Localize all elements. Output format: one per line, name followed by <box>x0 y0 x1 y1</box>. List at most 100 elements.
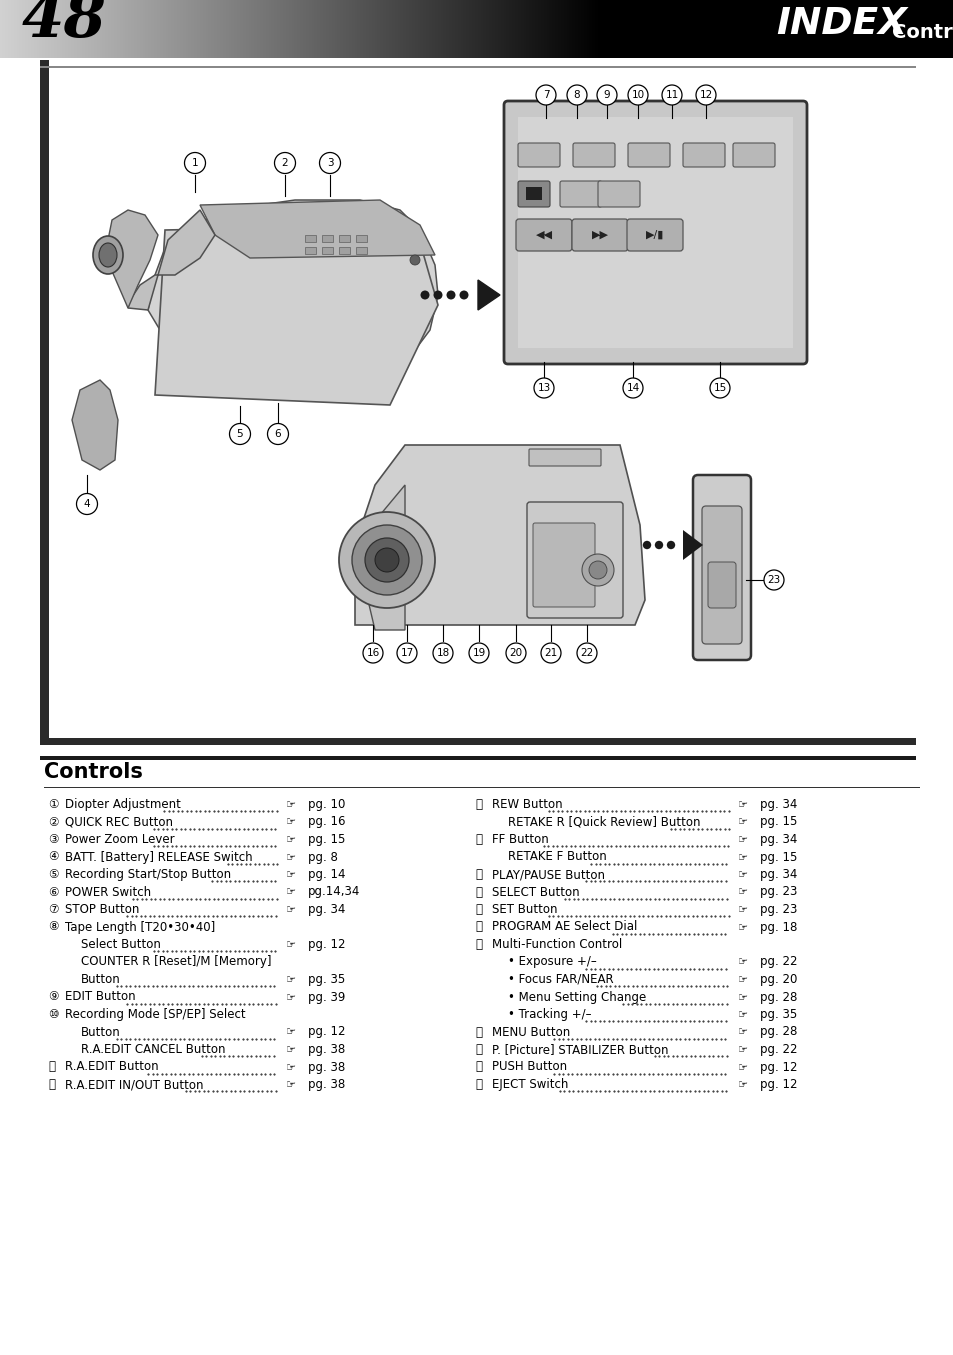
Text: ☞: ☞ <box>738 1027 747 1038</box>
Text: pg. 14: pg. 14 <box>308 869 345 881</box>
FancyBboxPatch shape <box>707 562 735 608</box>
Text: pg. 12: pg. 12 <box>308 1026 345 1038</box>
FancyBboxPatch shape <box>516 220 572 251</box>
Bar <box>322 247 333 253</box>
Text: 14: 14 <box>626 383 639 393</box>
Bar <box>305 234 315 243</box>
Text: ①: ① <box>48 798 58 812</box>
Text: pg. 23: pg. 23 <box>760 886 797 898</box>
Text: ☞: ☞ <box>738 1062 747 1073</box>
Text: ㉑: ㉑ <box>475 1043 481 1056</box>
Circle shape <box>642 541 651 549</box>
Polygon shape <box>71 379 118 470</box>
Text: QUICK REC Button: QUICK REC Button <box>65 816 172 828</box>
Text: PROGRAM AE Select Dial: PROGRAM AE Select Dial <box>492 920 637 934</box>
Polygon shape <box>200 201 435 257</box>
Text: Button: Button <box>81 973 121 986</box>
Text: pg. 28: pg. 28 <box>760 991 797 1004</box>
Text: pg. 23: pg. 23 <box>760 902 797 916</box>
Text: ☞: ☞ <box>286 992 295 1003</box>
Bar <box>305 247 315 253</box>
Text: 20: 20 <box>509 648 522 659</box>
Text: ▶/▮: ▶/▮ <box>645 230 663 240</box>
Bar <box>517 117 792 348</box>
Text: pg. 18: pg. 18 <box>760 920 797 934</box>
Text: PUSH Button: PUSH Button <box>492 1061 566 1073</box>
Bar <box>355 247 367 253</box>
FancyBboxPatch shape <box>627 144 669 167</box>
Text: ④: ④ <box>48 851 58 863</box>
Text: ☞: ☞ <box>738 870 747 879</box>
Text: ⑤: ⑤ <box>48 869 58 881</box>
Circle shape <box>396 644 416 663</box>
Text: 7: 7 <box>542 89 549 100</box>
Circle shape <box>420 290 429 299</box>
Circle shape <box>365 538 409 583</box>
Text: 3: 3 <box>326 159 333 168</box>
Text: pg. 15: pg. 15 <box>760 816 797 828</box>
Text: pg. 16: pg. 16 <box>308 816 345 828</box>
Text: ☞: ☞ <box>286 888 295 897</box>
Text: 2: 2 <box>281 159 288 168</box>
Circle shape <box>267 424 288 444</box>
Text: • Tracking +/–: • Tracking +/– <box>507 1008 591 1022</box>
FancyBboxPatch shape <box>559 182 601 207</box>
Text: ☞: ☞ <box>738 817 747 828</box>
Text: Recording Mode [SP/EP] Select: Recording Mode [SP/EP] Select <box>65 1008 245 1022</box>
Circle shape <box>536 85 556 104</box>
Text: ⑰: ⑰ <box>475 902 481 916</box>
Text: 19: 19 <box>472 648 485 659</box>
Polygon shape <box>477 280 499 310</box>
Text: ⑬: ⑬ <box>475 798 481 812</box>
Text: PLAY/PAUSE Button: PLAY/PAUSE Button <box>492 869 604 881</box>
Text: ☞: ☞ <box>738 923 747 932</box>
Text: pg. 35: pg. 35 <box>308 973 345 986</box>
Text: Controls: Controls <box>44 762 143 782</box>
Text: ⑭: ⑭ <box>475 833 481 846</box>
Text: ☞: ☞ <box>286 1062 295 1073</box>
Text: ☞: ☞ <box>286 1080 295 1089</box>
Text: 10: 10 <box>631 89 644 100</box>
Polygon shape <box>128 210 214 310</box>
Text: Power Zoom Lever: Power Zoom Lever <box>65 833 174 846</box>
FancyBboxPatch shape <box>573 144 615 167</box>
Circle shape <box>581 554 614 585</box>
Circle shape <box>446 290 455 299</box>
Circle shape <box>184 153 205 173</box>
Text: 17: 17 <box>400 648 414 659</box>
Circle shape <box>654 541 662 549</box>
Text: Multi-Function Control: Multi-Function Control <box>492 938 621 951</box>
Text: INDEX: INDEX <box>775 5 906 42</box>
Text: Tape Length [T20•30•40]: Tape Length [T20•30•40] <box>65 920 215 934</box>
Circle shape <box>696 85 716 104</box>
Circle shape <box>433 644 453 663</box>
Text: ⑲: ⑲ <box>475 938 481 951</box>
Circle shape <box>534 378 554 398</box>
Circle shape <box>505 644 525 663</box>
Bar <box>338 247 350 253</box>
Text: 12: 12 <box>699 89 712 100</box>
Text: BATT. [Battery] RELEASE Switch: BATT. [Battery] RELEASE Switch <box>65 851 253 863</box>
Text: ☞: ☞ <box>286 905 295 915</box>
Text: ⑨: ⑨ <box>48 991 58 1004</box>
Text: 4: 4 <box>84 499 91 509</box>
FancyBboxPatch shape <box>701 505 741 644</box>
Text: ☞: ☞ <box>286 799 295 810</box>
Circle shape <box>627 85 647 104</box>
Circle shape <box>274 153 295 173</box>
Text: ⑧: ⑧ <box>48 920 58 934</box>
Text: ☞: ☞ <box>286 1045 295 1056</box>
Text: pg. 22: pg. 22 <box>760 955 797 969</box>
Text: ☞: ☞ <box>738 958 747 967</box>
Text: 15: 15 <box>713 383 726 393</box>
Text: pg. 38: pg. 38 <box>308 1061 345 1073</box>
FancyBboxPatch shape <box>732 144 774 167</box>
Text: pg. 22: pg. 22 <box>760 1043 797 1056</box>
FancyBboxPatch shape <box>517 144 559 167</box>
Text: EDIT Button: EDIT Button <box>65 991 135 1004</box>
Circle shape <box>588 561 606 579</box>
Circle shape <box>76 493 97 515</box>
Circle shape <box>363 644 382 663</box>
Text: pg. 34: pg. 34 <box>308 902 345 916</box>
Polygon shape <box>355 485 405 630</box>
